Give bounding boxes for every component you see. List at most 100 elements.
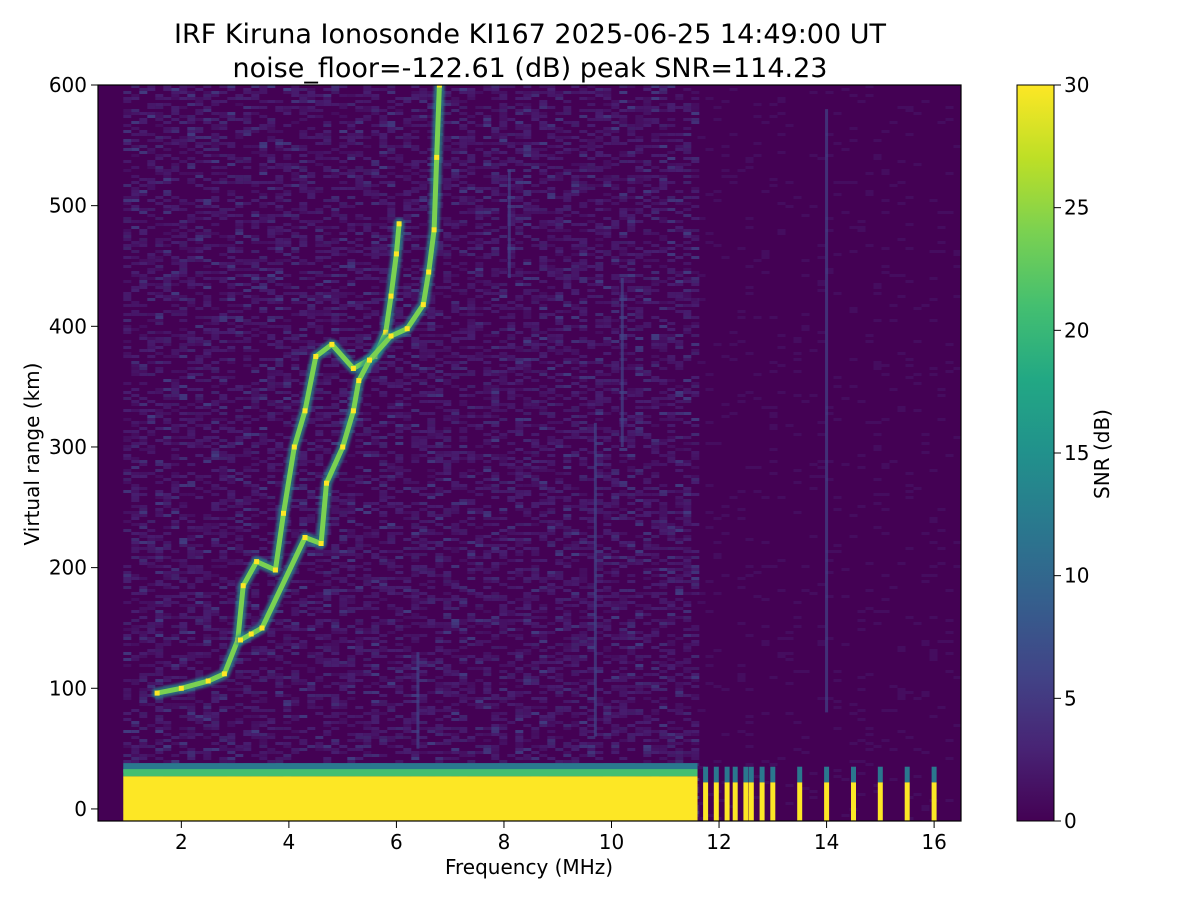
noise-cell — [331, 496, 340, 499]
noise-cell — [499, 490, 508, 493]
noise-cell — [507, 367, 516, 370]
noise-cell — [555, 277, 564, 280]
noise-cell — [339, 460, 348, 463]
noise-cell — [531, 454, 540, 457]
noise-cell — [347, 355, 356, 358]
noise-cell — [635, 118, 644, 121]
noise-cell — [299, 160, 308, 163]
noise-cell — [459, 451, 468, 454]
noise-cell — [459, 211, 468, 214]
noise-cell — [171, 385, 180, 388]
noise-cell — [219, 400, 228, 403]
noise-cell — [507, 397, 516, 400]
noise-cell — [547, 487, 556, 490]
noise-cell — [387, 463, 396, 466]
noise-cell — [683, 292, 692, 295]
noise-cell — [227, 442, 236, 445]
noise-cell — [283, 229, 292, 232]
noise-cell — [459, 262, 468, 265]
noise-cell — [195, 415, 204, 418]
noise-cell — [355, 187, 364, 190]
noise-cell — [339, 253, 348, 256]
noise-cell — [683, 448, 692, 451]
noise-cell — [643, 85, 652, 88]
noise-cell — [131, 511, 140, 514]
noise-cell — [275, 373, 284, 376]
noise-cell — [299, 205, 308, 208]
noise-cell — [443, 514, 452, 517]
noise-cell — [171, 496, 180, 499]
noise-cell — [523, 127, 532, 130]
noise-cell — [187, 91, 196, 94]
noise-cell — [123, 202, 132, 205]
noise-cell — [659, 238, 668, 241]
noise-cell — [251, 190, 260, 193]
noise-cell — [363, 301, 372, 304]
noise-cell — [523, 424, 532, 427]
noise-cell — [897, 160, 906, 163]
noise-cell — [291, 91, 300, 94]
noise-cell — [419, 109, 428, 112]
noise-cell — [539, 511, 548, 514]
noise-cell — [123, 430, 132, 433]
noise-cell — [507, 217, 516, 220]
noise-cell — [251, 151, 260, 154]
noise-cell — [675, 436, 684, 439]
noise-cell — [179, 337, 188, 340]
noise-cell — [275, 205, 284, 208]
noise-cell — [547, 391, 556, 394]
noise-cell — [539, 244, 548, 247]
noise-cell — [571, 391, 580, 394]
noise-cell — [299, 238, 308, 241]
noise-cell — [675, 190, 684, 193]
noise-cell — [347, 493, 356, 496]
noise-cell — [507, 247, 516, 250]
noise-cell — [683, 181, 692, 184]
noise-cell — [195, 88, 204, 91]
noise-cell — [355, 166, 364, 169]
noise-cell — [643, 322, 652, 325]
noise-cell — [371, 175, 380, 178]
noise-cell — [347, 247, 356, 250]
noise-cell — [267, 400, 276, 403]
noise-cell — [627, 175, 636, 178]
noise-cell — [555, 217, 564, 220]
noise-cell — [195, 247, 204, 250]
noise-cell — [435, 349, 444, 352]
noise-cell — [371, 310, 380, 313]
noise-cell — [467, 88, 476, 91]
noise-cell — [235, 502, 244, 505]
noise-cell — [163, 412, 172, 415]
noise-cell — [849, 127, 858, 130]
noise-cell — [315, 463, 324, 466]
noise-cell — [315, 235, 324, 238]
noise-cell — [315, 142, 324, 145]
noise-cell — [147, 319, 156, 322]
noise-cell — [219, 235, 228, 238]
noise-cell — [667, 277, 676, 280]
noise-cell — [243, 331, 252, 334]
noise-cell — [363, 349, 372, 352]
noise-cell — [131, 121, 140, 124]
noise-cell — [147, 259, 156, 262]
noise-cell — [147, 271, 156, 274]
noise-cell — [745, 226, 754, 229]
noise-cell — [443, 166, 452, 169]
noise-cell — [363, 343, 372, 346]
noise-cell — [491, 97, 500, 100]
noise-cell — [515, 133, 524, 136]
noise-cell — [315, 472, 324, 475]
noise-cell — [139, 121, 148, 124]
noise-cell — [459, 163, 468, 166]
noise-cell — [211, 328, 220, 331]
noise-cell — [459, 367, 468, 370]
noise-cell — [491, 148, 500, 151]
noise-cell — [459, 142, 468, 145]
noise-cell — [315, 163, 324, 166]
noise-cell — [355, 268, 364, 271]
noise-cell — [881, 373, 890, 376]
noise-cell — [571, 187, 580, 190]
noise-cell — [363, 193, 372, 196]
noise-cell — [371, 388, 380, 391]
noise-cell — [139, 373, 148, 376]
